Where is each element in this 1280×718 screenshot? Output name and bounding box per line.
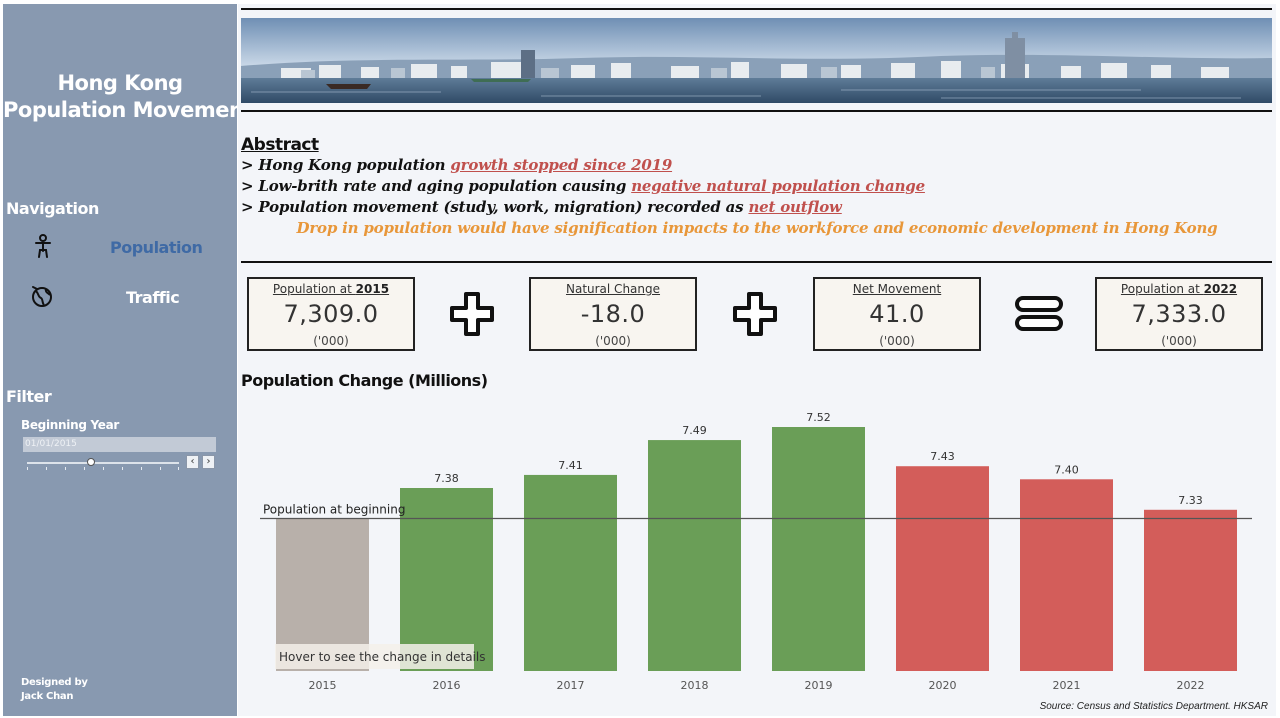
data-label: 7.52 — [806, 411, 831, 424]
previous-year-button[interactable]: ‹ — [186, 455, 199, 469]
dashboard-main: Abstract > Hong Kong population growth s… — [238, 4, 1276, 716]
baseline-label: Population at beginning — [263, 503, 405, 517]
abstract-line: > Low-brith rate and aging population ca… — [241, 177, 925, 195]
bar-2017[interactable] — [524, 474, 617, 671]
sidebar: Hong Kong Population Movement Navigation… — [3, 4, 253, 716]
data-label: 7.40 — [1054, 463, 1079, 476]
kpi-card-natural-change: Natural Change -18.0 ('000) — [529, 277, 697, 351]
tooltip-hint: Hover to see the change in details — [279, 650, 486, 664]
abstract-conclusion: Drop in population would have significat… — [296, 219, 1218, 237]
tooltip-hint-box — [275, 644, 474, 669]
data-label: 7.41 — [558, 459, 583, 472]
year-slider-ticks — [27, 467, 179, 471]
kpi-value: 7,333.0 — [1131, 300, 1227, 328]
data-label: 7.33 — [1178, 494, 1203, 507]
bar-2021[interactable] — [1020, 479, 1113, 671]
bar-2020[interactable] — [896, 466, 989, 671]
abstract-title: Abstract — [241, 135, 319, 155]
kpi-value: 7,309.0 — [283, 300, 379, 328]
bar-2018[interactable] — [648, 440, 741, 671]
abstract-line: > Population movement (study, work, migr… — [241, 198, 842, 216]
data-label: 7.49 — [682, 424, 707, 437]
kpi-unit: ('000) — [313, 334, 349, 348]
source-note: Source: Census and Statistics Department… — [1039, 701, 1268, 712]
kpi-unit: ('000) — [879, 334, 915, 348]
nav-item-traffic[interactable]: Traffic — [126, 288, 180, 307]
x-tick-label: 2019 — [805, 679, 833, 692]
bar-2022[interactable] — [1144, 509, 1237, 671]
designer-credit: Designed by Jack Chan — [21, 677, 88, 702]
kpi-value: -18.0 — [580, 300, 646, 328]
year-slider-thumb[interactable] — [87, 458, 95, 466]
x-tick-label: 2018 — [681, 679, 709, 692]
abstract-line: > Hong Kong population growth stopped si… — [241, 156, 673, 174]
skyline-banner-image — [241, 18, 1272, 103]
globe-icon[interactable] — [29, 283, 55, 309]
person-icon[interactable] — [30, 233, 56, 259]
banner-bottom-divider — [241, 110, 1272, 112]
nav-item-population[interactable]: Population — [110, 238, 203, 257]
bar-2016[interactable] — [400, 488, 493, 671]
plus-icon — [733, 292, 777, 336]
data-label: 7.38 — [434, 472, 459, 485]
bar-2019[interactable] — [772, 427, 865, 671]
filter-heading: Filter — [6, 387, 52, 406]
navigation-heading: Navigation — [6, 199, 99, 218]
data-label: 7.43 — [930, 450, 955, 463]
abstract-bottom-divider — [241, 261, 1272, 263]
kpi-value: 41.0 — [869, 300, 925, 328]
app-title: Hong Kong Population Movement — [3, 71, 253, 122]
population-change-chart[interactable]: 2015 7.38 2016 7.41 2017 7.49 2018 7.52 2019 7.43… — [238, 399, 1276, 699]
x-tick-label: 2020 — [929, 679, 957, 692]
x-tick-label: 2015 — [309, 679, 337, 692]
kpi-unit: ('000) — [595, 334, 631, 348]
kpi-card-population-end: Population at 2022 7,333.0 ('000) — [1095, 277, 1263, 351]
x-tick-label: 2016 — [433, 679, 461, 692]
x-tick-label: 2021 — [1053, 679, 1081, 692]
year-slider-track[interactable] — [27, 462, 179, 464]
plus-icon — [450, 292, 494, 336]
next-year-button[interactable]: › — [202, 455, 215, 469]
kpi-card-population-start: Population at 2015 7,309.0 ('000) — [247, 277, 415, 351]
kpi-unit: ('000) — [1161, 334, 1197, 348]
beginning-year-input[interactable]: 01/01/2015 — [23, 437, 216, 452]
equals-icon — [1015, 296, 1063, 331]
x-tick-label: 2017 — [557, 679, 585, 692]
filter-label: Beginning Year — [21, 418, 120, 432]
chart-title: Population Change (Millions) — [241, 371, 488, 390]
x-tick-label: 2022 — [1177, 679, 1205, 692]
kpi-card-net-movement: Net Movement 41.0 ('000) — [813, 277, 981, 351]
top-divider — [241, 8, 1272, 10]
